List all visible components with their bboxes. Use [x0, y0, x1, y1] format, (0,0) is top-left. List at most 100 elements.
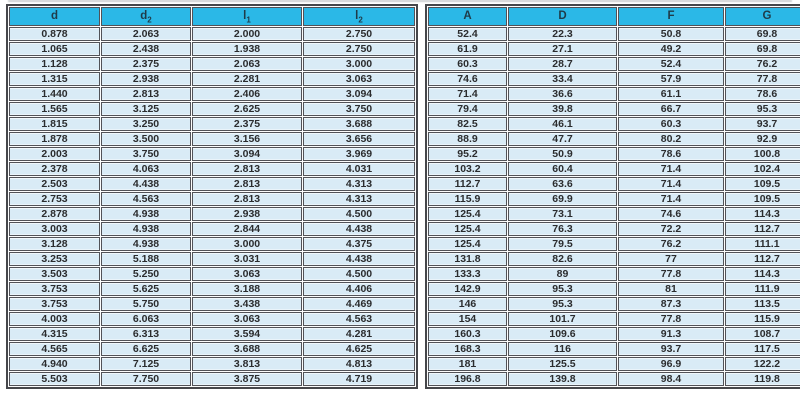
table-row: 4.565 6.625 3.688 4.625: [9, 342, 415, 356]
cell: 77: [618, 252, 724, 266]
cell: 2.375: [101, 57, 191, 71]
cell: 3.500: [101, 132, 191, 146]
cell: 125.4: [428, 207, 507, 221]
cell: 52.4: [618, 57, 724, 71]
cell: 39.8: [508, 102, 617, 116]
cell: 3.063: [192, 267, 302, 281]
cell: 1.315: [9, 72, 100, 86]
cell: 2.750: [303, 42, 415, 56]
cell: 2.003: [9, 147, 100, 161]
cell: 4.438: [303, 222, 415, 236]
cell: 4.500: [303, 267, 415, 281]
cell: 4.938: [101, 207, 191, 221]
cell: 119.8: [725, 372, 800, 386]
cell: 92.9: [725, 132, 800, 146]
table-row: 196.8 139.8 98.4 119.8: [428, 372, 800, 386]
cell: 139.8: [508, 372, 617, 386]
cell: 4.625: [303, 342, 415, 356]
cell: 3.753: [9, 282, 100, 296]
cell: 78.6: [725, 87, 800, 101]
cell: 114.3: [725, 207, 800, 221]
cell: 133.3: [428, 267, 507, 281]
cell: 108.7: [725, 327, 800, 341]
column-header-G: G: [725, 7, 800, 26]
table-row: 125.4 73.1 74.6 114.3: [428, 207, 800, 221]
cell: 3.753: [9, 297, 100, 311]
table-row: 71.4 36.6 61.1 78.6: [428, 87, 800, 101]
cell: 2.503: [9, 177, 100, 191]
table-row: 3.753 5.750 3.438 4.469: [9, 297, 415, 311]
cell: 3.063: [192, 312, 302, 326]
table-row: 160.3 109.6 91.3 108.7: [428, 327, 800, 341]
cell: 125.5: [508, 357, 617, 371]
table-row: 115.9 69.9 71.4 109.5: [428, 192, 800, 206]
cell: 122.2: [725, 357, 800, 371]
cell: 98.4: [618, 372, 724, 386]
table-row: 4.003 6.063 3.063 4.563: [9, 312, 415, 326]
cell: 2.813: [192, 192, 302, 206]
cell: 4.313: [303, 177, 415, 191]
cell: 93.7: [618, 342, 724, 356]
cell: 4.719: [303, 372, 415, 386]
cell: 2.878: [9, 207, 100, 221]
table-row: 61.9 27.1 49.2 69.8: [428, 42, 800, 56]
cell: 112.7: [725, 252, 800, 266]
table-row: 142.9 95.3 81 111.9: [428, 282, 800, 296]
cell: 60.3: [618, 117, 724, 131]
cell: 4.940: [9, 357, 100, 371]
cell: 3.594: [192, 327, 302, 341]
cell: 88.9: [428, 132, 507, 146]
table-row: 1.565 3.125 2.625 3.750: [9, 102, 415, 116]
cell: 100.8: [725, 147, 800, 161]
cell: 114.3: [725, 267, 800, 281]
table-row: 181 125.5 96.9 122.2: [428, 357, 800, 371]
cell: 146: [428, 297, 507, 311]
cell: 5.188: [101, 252, 191, 266]
table-row: 95.2 50.9 78.6 100.8: [428, 147, 800, 161]
cell: 3.813: [192, 357, 302, 371]
dimension-tables: d d2 l1 l2 0.878 2.063 2.000 2.750 1.065 2.438 1.…: [6, 4, 800, 389]
cell: 5.250: [101, 267, 191, 281]
cell: 102.4: [725, 162, 800, 176]
cell: 80.2: [618, 132, 724, 146]
cell: 4.565: [9, 342, 100, 356]
cell: 47.7: [508, 132, 617, 146]
cell: 3.750: [101, 147, 191, 161]
cell: 79.4: [428, 102, 507, 116]
cell: 0.878: [9, 27, 100, 41]
cell: 61.9: [428, 42, 507, 56]
cell: 77.8: [725, 72, 800, 86]
table-row: 1.315 2.938 2.281 3.063: [9, 72, 415, 86]
cell: 2.378: [9, 162, 100, 176]
table-row: 112.7 63.6 71.4 109.5: [428, 177, 800, 191]
table-row: 125.4 79.5 76.2 111.1: [428, 237, 800, 251]
cell: 1.440: [9, 87, 100, 101]
cell: 115.9: [725, 312, 800, 326]
cell: 3.063: [303, 72, 415, 86]
cell: 2.938: [192, 207, 302, 221]
cell: 46.1: [508, 117, 617, 131]
cell: 2.281: [192, 72, 302, 86]
top-crop-artifact: [8, 0, 792, 2]
cell: 109.5: [725, 192, 800, 206]
table-row: 74.6 33.4 57.9 77.8: [428, 72, 800, 86]
cell: 2.063: [101, 27, 191, 41]
table-row: 2.003 3.750 3.094 3.969: [9, 147, 415, 161]
cell: 1.938: [192, 42, 302, 56]
cell: 103.2: [428, 162, 507, 176]
cell: 4.563: [303, 312, 415, 326]
table-row: 1.440 2.813 2.406 3.094: [9, 87, 415, 101]
cell: 72.2: [618, 222, 724, 236]
table-row: 88.9 47.7 80.2 92.9: [428, 132, 800, 146]
cell: 3.253: [9, 252, 100, 266]
cell: 2.813: [192, 162, 302, 176]
cell: 112.7: [725, 222, 800, 236]
cell: 160.3: [428, 327, 507, 341]
cell: 4.315: [9, 327, 100, 341]
cell: 6.313: [101, 327, 191, 341]
column-header-A: A: [428, 7, 507, 26]
table-inch-dimensions: d d2 l1 l2 0.878 2.063 2.000 2.750 1.065 2.438 1.…: [6, 4, 418, 389]
cell: 1.815: [9, 117, 100, 131]
cell: 2.438: [101, 42, 191, 56]
cell: 2.813: [192, 177, 302, 191]
